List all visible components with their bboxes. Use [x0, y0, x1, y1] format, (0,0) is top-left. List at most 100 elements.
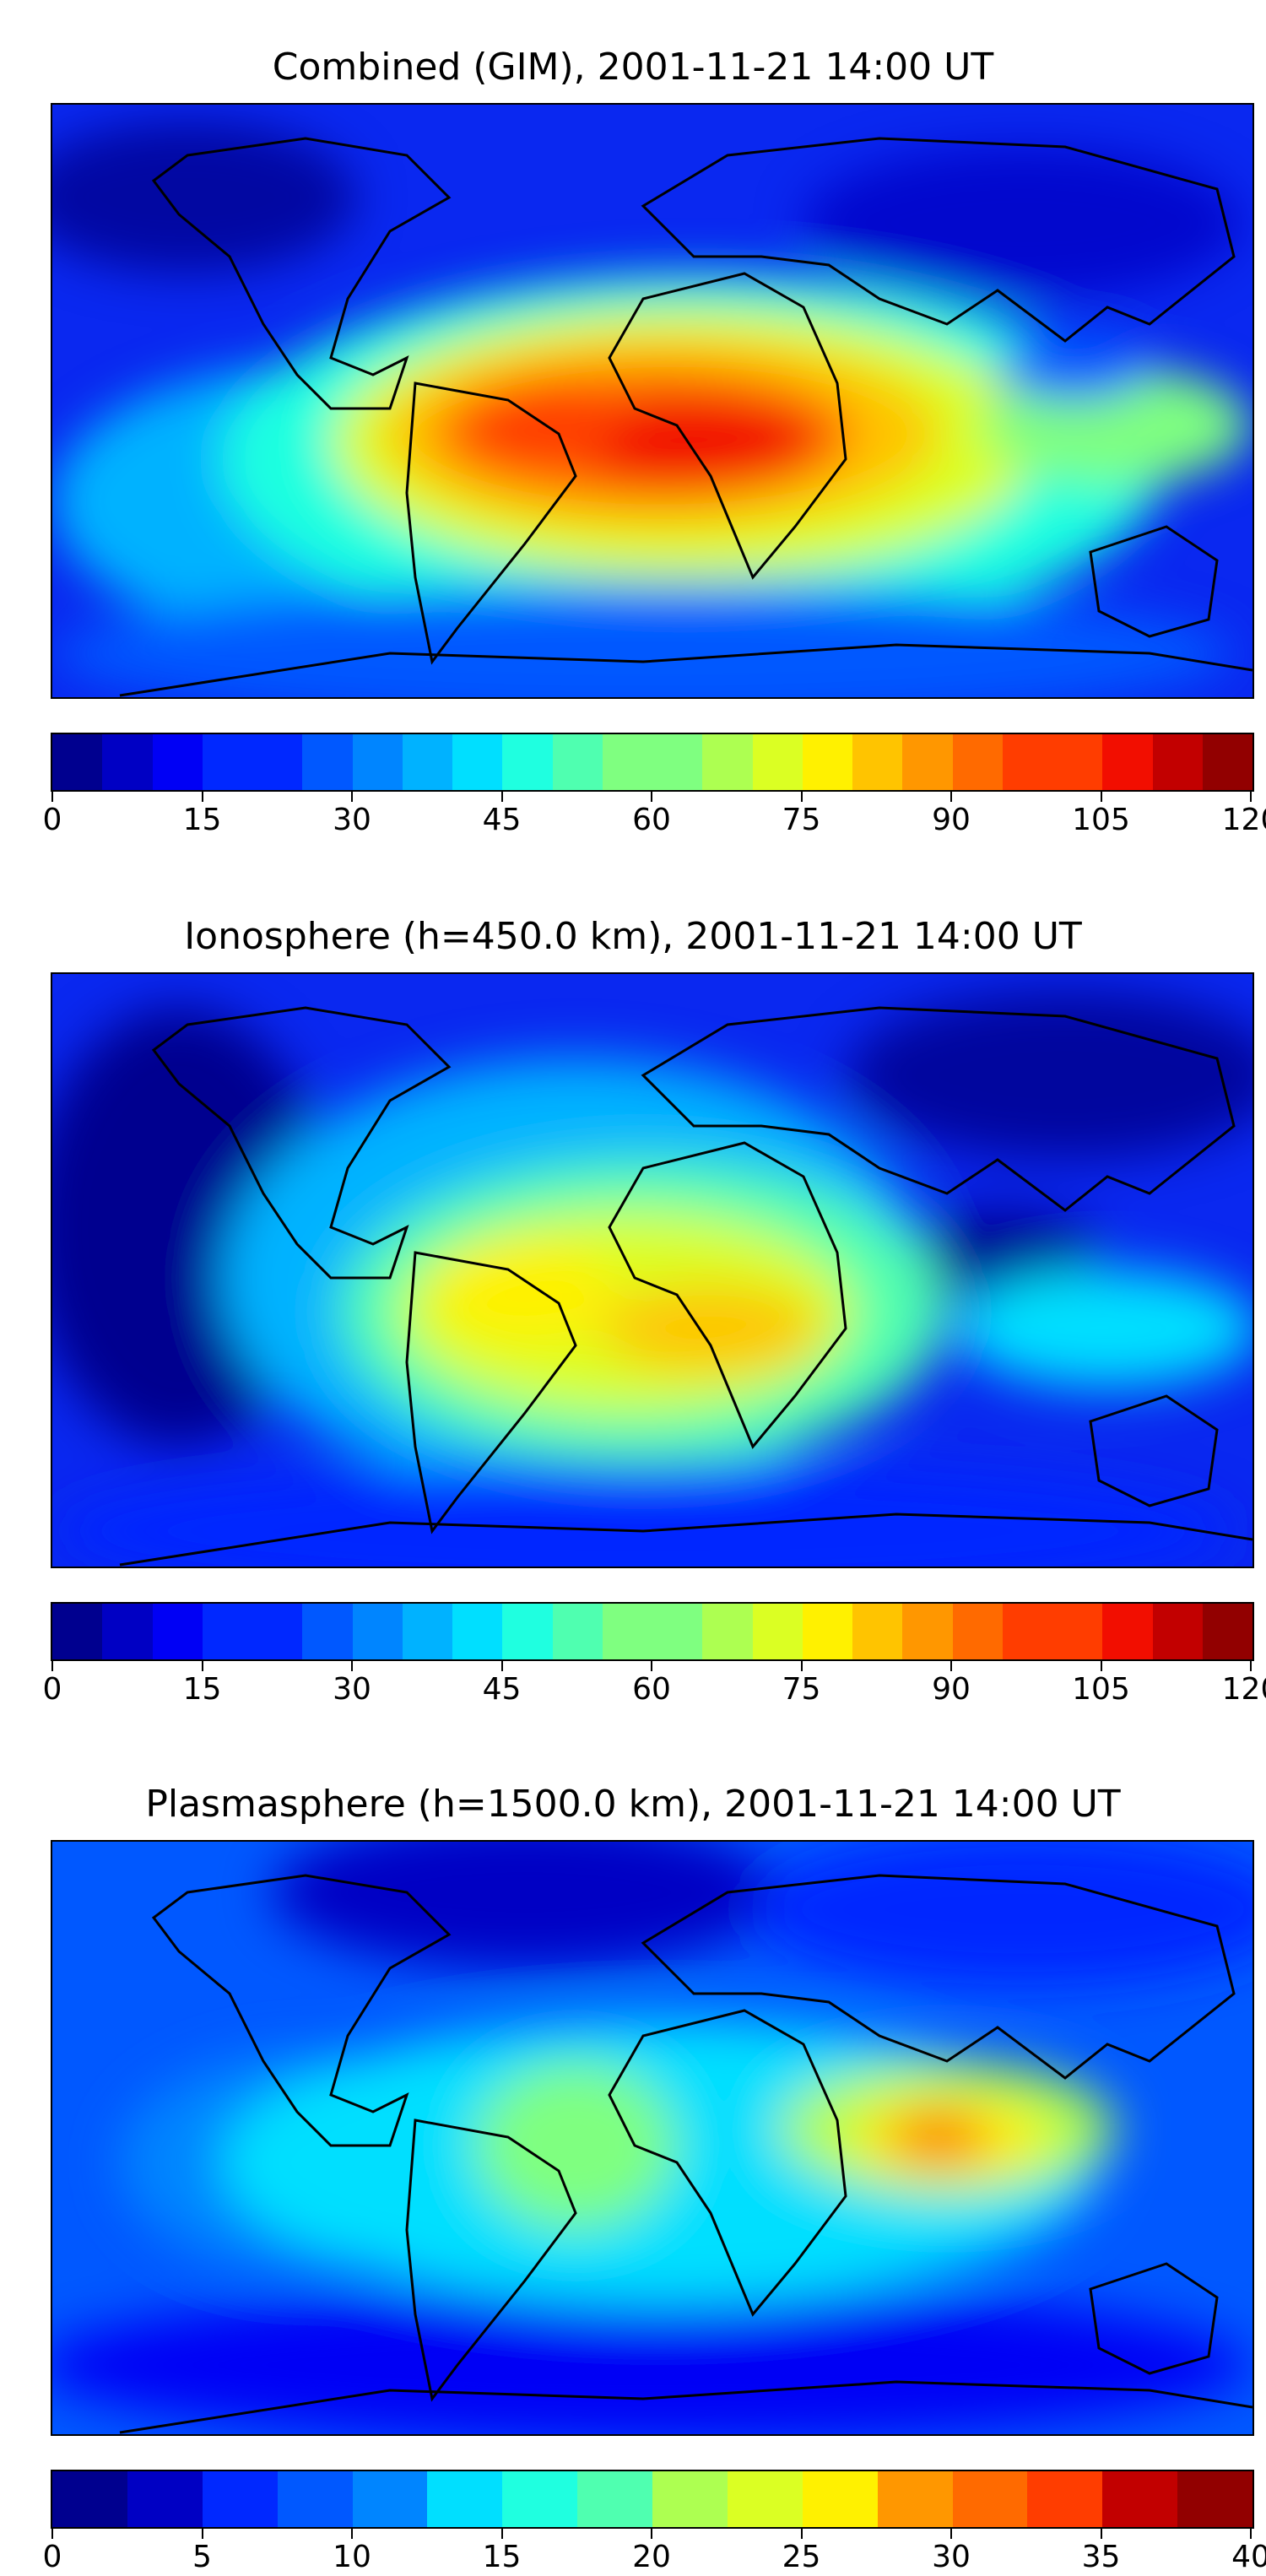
- colorbar-segment: [1052, 1604, 1103, 1659]
- colorbar-tick-label: 40: [1231, 2540, 1266, 2574]
- colorbar-segment: [1027, 2471, 1103, 2527]
- panel-3-map: [51, 1840, 1254, 2436]
- panel-2-map: [51, 972, 1254, 1568]
- colorbar-tick-mark: [800, 1661, 803, 1671]
- colorbar-tick-mark: [1250, 1661, 1252, 1671]
- panel-3-title: Plasmasphere (h=1500.0 km), 2001-11-21 1…: [145, 1783, 1121, 1826]
- colorbar-segment: [602, 734, 652, 790]
- colorbar-segment: [302, 734, 353, 790]
- panel-2-coastlines: [119, 1006, 1252, 1567]
- panel-3-colorbar: [51, 2470, 1254, 2529]
- colorbar-tick-mark: [351, 1661, 353, 1671]
- colorbar-tick-mark: [950, 792, 952, 802]
- colorbar-tick-label: 15: [182, 1672, 222, 1707]
- colorbar-segment: [952, 2471, 1028, 2527]
- colorbar-tick-mark: [201, 2529, 203, 2539]
- panel-1-colorbar: [51, 733, 1254, 792]
- colorbar-segment: [152, 734, 203, 790]
- colorbar-tick-label: 45: [482, 1672, 522, 1707]
- colorbar-segment: [402, 734, 452, 790]
- colorbar-tick-label: 60: [632, 803, 671, 837]
- colorbar-segment: [902, 734, 953, 790]
- colorbar-segment: [502, 1604, 553, 1659]
- colorbar-tick-label: 0: [42, 1672, 62, 1707]
- colorbar-tick-label: 105: [1072, 1672, 1130, 1707]
- colorbar-segment: [502, 734, 553, 790]
- colorbar-segment: [552, 734, 603, 790]
- panel-1-title: Combined (GIM), 2001-11-21 14:00 UT: [272, 46, 994, 89]
- colorbar-tick-label: 30: [333, 1672, 371, 1707]
- colorbar-tick-label: 75: [782, 803, 821, 837]
- colorbar-segment: [102, 1604, 153, 1659]
- colorbar-segment: [852, 734, 903, 790]
- colorbar-tick-mark: [800, 2529, 803, 2539]
- colorbar-segment: [1202, 1604, 1252, 1659]
- colorbar-segment: [402, 1604, 452, 1659]
- colorbar-segment: [1152, 1604, 1203, 1659]
- colorbar-segment: [702, 1604, 753, 1659]
- colorbar-segment: [152, 1604, 203, 1659]
- panel-2-title: Ionosphere (h=450.0 km), 2001-11-21 14:0…: [184, 915, 1082, 958]
- colorbar-segment: [752, 1604, 803, 1659]
- colorbar-segment: [302, 1604, 353, 1659]
- colorbar-tick-mark: [651, 2529, 652, 2539]
- colorbar-segment: [52, 1604, 103, 1659]
- colorbar-segment: [352, 2471, 428, 2527]
- colorbar-tick-mark: [1100, 792, 1102, 802]
- colorbar-segment: [752, 734, 803, 790]
- colorbar-segment: [202, 1604, 252, 1659]
- colorbar-tick-mark: [51, 1661, 53, 1671]
- colorbar-segment: [252, 1604, 303, 1659]
- colorbar-tick-label: 20: [632, 2540, 671, 2574]
- colorbar-tick-mark: [500, 1661, 503, 1671]
- colorbar-segment: [802, 734, 852, 790]
- colorbar-segment: [52, 734, 103, 790]
- colorbar-segment: [427, 2471, 503, 2527]
- colorbar-tick-mark: [1250, 2529, 1252, 2539]
- colorbar-segment: [1152, 734, 1203, 790]
- panel-3-map-svg: [52, 1842, 1252, 2434]
- colorbar-segment: [652, 2471, 728, 2527]
- colorbar-segment: [702, 734, 753, 790]
- colorbar-segment: [852, 1604, 903, 1659]
- colorbar-tick-mark: [500, 792, 503, 802]
- colorbar-segment: [452, 734, 503, 790]
- colorbar-segment: [727, 2471, 803, 2527]
- colorbar-tick-label: 15: [482, 2540, 522, 2574]
- colorbar-tick-mark: [1100, 2529, 1102, 2539]
- panel-2-map-svg: [52, 974, 1252, 1567]
- colorbar-segment: [877, 2471, 953, 2527]
- colorbar-tick-mark: [351, 792, 353, 802]
- colorbar-segment: [502, 2471, 578, 2527]
- colorbar-tick-label: 30: [932, 2540, 971, 2574]
- colorbar-tick-mark: [1250, 792, 1252, 802]
- colorbar-tick-label: 120: [1221, 803, 1266, 837]
- colorbar-tick-mark: [950, 1661, 952, 1671]
- colorbar-tick-label: 30: [333, 803, 371, 837]
- panel-1-map: [51, 103, 1254, 699]
- colorbar-tick-mark: [201, 792, 203, 802]
- colorbar-segment: [1002, 734, 1052, 790]
- panel-1-map-svg: [52, 105, 1252, 697]
- colorbar-segment: [652, 734, 703, 790]
- colorbar-tick-mark: [51, 2529, 53, 2539]
- colorbar-tick-label: 35: [1081, 2540, 1121, 2574]
- colorbar-tick-label: 75: [782, 1672, 821, 1707]
- colorbar-tick-mark: [950, 2529, 952, 2539]
- colorbar-tick-mark: [1100, 1661, 1102, 1671]
- colorbar-tick-mark: [651, 792, 652, 802]
- panel-2-colorbar: [51, 1602, 1254, 1661]
- colorbar-tick-label: 90: [932, 1672, 971, 1707]
- colorbar-segment: [1177, 2471, 1252, 2527]
- colorbar-segment: [802, 1604, 852, 1659]
- colorbar-tick-mark: [201, 1661, 203, 1671]
- colorbar-tick-label: 0: [42, 803, 62, 837]
- colorbar-tick-label: 120: [1221, 1672, 1266, 1707]
- panel-3-coastlines: [119, 1874, 1252, 2434]
- colorbar-tick-label: 10: [333, 2540, 371, 2574]
- colorbar-segment: [577, 2471, 652, 2527]
- colorbar-tick-label: 25: [782, 2540, 821, 2574]
- colorbar-segment: [552, 1604, 603, 1659]
- colorbar-segment: [452, 1604, 503, 1659]
- colorbar-segment: [602, 1604, 652, 1659]
